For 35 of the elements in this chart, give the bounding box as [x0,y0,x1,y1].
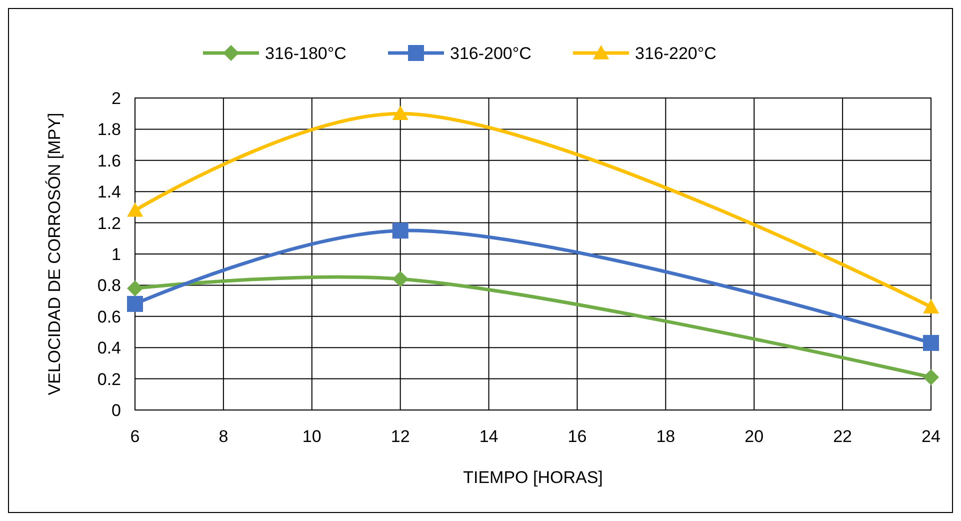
point [392,270,408,287]
x-tick-label: 24 [922,427,940,446]
y-tick-label: 0.2 [97,370,121,389]
y-tick-label: 1.8 [97,120,121,140]
x-tick-label: 12 [390,427,410,446]
x-tick-label: 20 [744,427,764,446]
point [923,369,939,386]
legend-label: 316-180°C [265,44,346,63]
point [127,202,143,217]
point [392,106,408,120]
x-tick-label: 18 [656,427,676,446]
y-axis-title: VELOCIDAD DE CORROSÓN [MPY] [45,112,64,396]
y-tick-label: 2 [112,88,121,108]
y-tick-label: 1.4 [97,182,121,202]
y-tick-label: 0.4 [97,338,121,358]
x-tick-label: 6 [130,427,140,446]
point [392,222,408,239]
y-tick-label: 0.8 [97,276,121,296]
point [923,334,939,351]
y-tick-label: 1 [112,244,121,264]
y-tick-label: 0.6 [97,307,121,326]
point [923,299,939,314]
legend-label: 316-200°C [450,44,532,63]
point [127,296,143,312]
x-tick-label: 22 [833,427,852,446]
x-axis-title: TIEMPO [HORAS] [463,468,603,487]
y-tick-label: 0 [112,400,121,420]
x-tick-label: 16 [568,427,587,446]
y-tick-label: 1.2 [97,214,121,233]
point [127,280,143,296]
x-tick-label: 10 [302,427,322,446]
x-tick-label: 8 [218,427,228,446]
y-tick-label: 1.6 [97,151,121,170]
legend-label: 316-220°C [635,44,716,63]
x-tick-label: 14 [479,427,498,446]
